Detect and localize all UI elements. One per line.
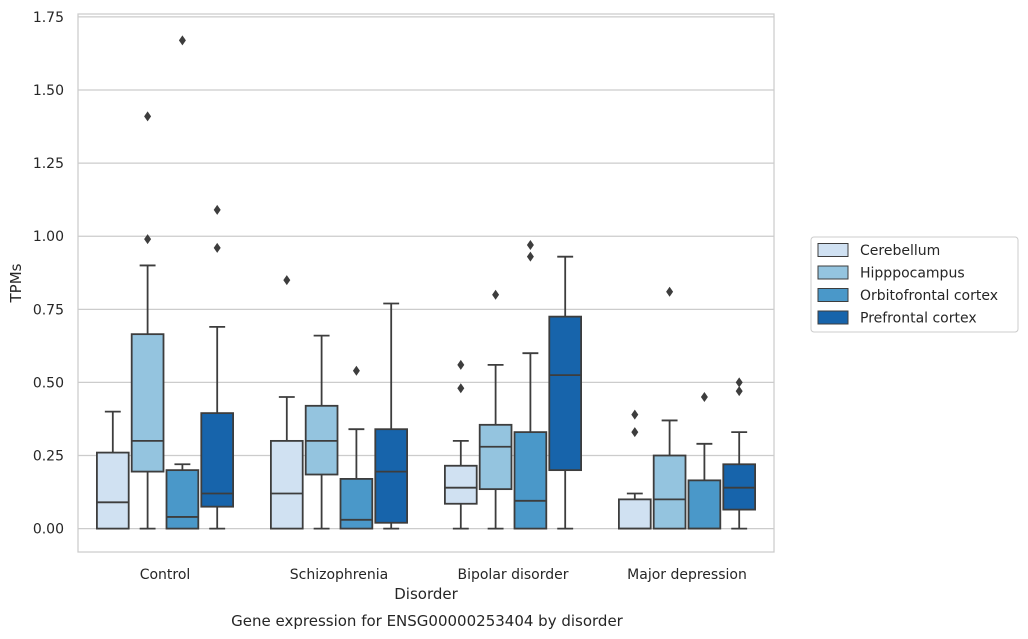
legend-label: Cerebellum [860, 243, 940, 259]
box-prefrontal-cortex [374, 302, 408, 530]
y-tick-label: 1.75 [33, 10, 64, 26]
outlier-point [735, 386, 743, 397]
outlier-point [144, 234, 152, 245]
box-orbitofrontal-cortex [513, 239, 548, 530]
legend-label: Orbitofrontal cortex [860, 288, 998, 304]
box-orbitofrontal-cortex [339, 365, 374, 530]
y-tick-label: 1.25 [33, 156, 64, 172]
y-axis-label: TPMs [7, 263, 25, 303]
box-body [513, 431, 548, 530]
y-tick-label: 0.25 [33, 449, 64, 465]
outlier-point [352, 365, 360, 376]
outlier-point [666, 286, 674, 297]
x-tick-label: Control [140, 567, 191, 583]
x-tick-labels: Control Schizophrenia Bipolar disorder Majo… [140, 567, 747, 583]
outlier-point [492, 289, 500, 300]
boxes-layer [96, 35, 756, 530]
box-body [269, 439, 304, 530]
y-tick-label: 0.75 [33, 302, 64, 318]
box-hipppocampus [130, 111, 165, 530]
box-body [478, 423, 513, 491]
outlier-point [213, 204, 221, 215]
box-body [687, 479, 722, 530]
box-body [618, 498, 652, 530]
box-body [548, 315, 582, 472]
box-hipppocampus [478, 289, 513, 530]
box-body [652, 454, 687, 530]
plot-frame [77, 13, 775, 553]
box-hipppocampus [652, 286, 687, 530]
x-tick-label: Major depression [627, 567, 747, 583]
outlier-point [526, 251, 534, 262]
box-cerebellum [443, 359, 478, 530]
box-cerebellum [269, 275, 304, 530]
box-body [443, 464, 478, 505]
outlier-point [283, 275, 291, 286]
box-prefrontal-cortex [548, 255, 582, 530]
y-tick-label: 1.00 [33, 229, 64, 245]
box-cerebellum [96, 410, 130, 530]
y-tick-labels: 0.00 0.25 0.50 0.75 1.00 1.25 1.50 1.75 [33, 10, 64, 538]
legend-frame [810, 236, 1019, 333]
box-body [200, 412, 235, 508]
legend-label: Prefrontal cortex [860, 311, 977, 327]
box-body [96, 451, 130, 530]
y-tick-label: 1.50 [33, 83, 64, 99]
box-prefrontal-cortex [722, 377, 756, 530]
legend: Cerebellum Hipppocampus Orbitofrontal cort… [810, 236, 1019, 333]
x-tick-label: Bipolar disorder [457, 567, 568, 583]
outlier-point [631, 409, 639, 420]
outlier-point [735, 377, 743, 388]
grid-lines [78, 16, 774, 530]
box-body [374, 428, 408, 524]
x-axis-label: Disorder [394, 585, 458, 603]
legend-swatch [817, 310, 849, 325]
chart-caption: Gene expression for ENSG00000253404 by d… [231, 612, 624, 630]
legend-swatch [817, 265, 849, 280]
box-body [165, 469, 200, 530]
outlier-point [178, 35, 186, 46]
outlier-point [700, 392, 708, 403]
box-orbitofrontal-cortex [165, 35, 200, 530]
legend-label: Hipppocampus [860, 266, 965, 282]
box-prefrontal-cortex [200, 204, 235, 530]
outlier-point [457, 383, 465, 394]
box-hipppocampus [304, 334, 339, 530]
x-tick-label: Schizophrenia [290, 567, 388, 583]
y-tick-label: 0.00 [33, 522, 64, 538]
y-tick-label: 0.50 [33, 375, 64, 391]
box-cerebellum [618, 409, 652, 530]
outlier-point [144, 111, 152, 122]
legend-swatch [817, 288, 849, 302]
outlier-point [457, 359, 465, 370]
outlier-point [213, 242, 221, 253]
box-orbitofrontal-cortex [687, 392, 722, 530]
box-body [130, 333, 165, 473]
outlier-point [631, 427, 639, 438]
outlier-point [526, 239, 534, 250]
box-body [339, 478, 374, 530]
legend-swatch [817, 243, 849, 257]
